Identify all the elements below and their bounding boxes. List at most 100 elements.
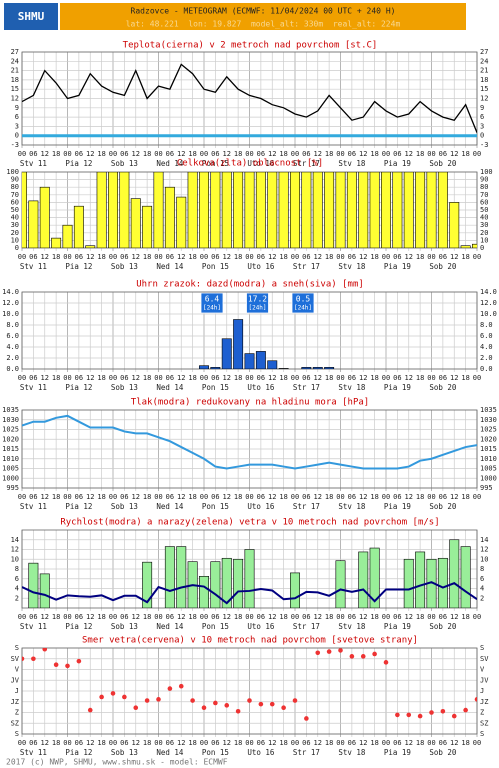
- x-tick-label: 00: [18, 493, 26, 501]
- point: [463, 707, 468, 713]
- x-tick-label: 06: [29, 374, 37, 382]
- x-tick-label: 18: [143, 493, 151, 501]
- x-tick-label: 06: [348, 739, 356, 747]
- x-tick-label: 06: [439, 374, 447, 382]
- x-tick-label: 12: [405, 613, 413, 621]
- y-tick-label-right: JV: [480, 676, 489, 684]
- plot-marks: [22, 414, 477, 470]
- point: [395, 712, 400, 718]
- x-tick-label: 00: [18, 739, 26, 747]
- x-tick-label: 06: [257, 613, 265, 621]
- x-tick-label: 06: [211, 253, 219, 261]
- x-tick-label: 12: [314, 739, 322, 747]
- day-label: Stv 18: [338, 622, 366, 631]
- x-tick-label: 00: [245, 739, 253, 747]
- y-tick-label-right: 50: [480, 206, 488, 214]
- x-tick-label: 00: [63, 150, 71, 158]
- x-tick-label: 12: [405, 374, 413, 382]
- point: [235, 709, 241, 714]
- y-tick-label: 1030: [2, 416, 19, 424]
- y-tick-label-right: 12: [480, 95, 488, 103]
- x-tick-label: 06: [75, 150, 83, 158]
- y-tick-label-right: -3: [480, 141, 488, 149]
- x-tick-label: 00: [18, 150, 26, 158]
- bar: [142, 205, 153, 248]
- y-tick-label-right: 6: [480, 575, 484, 583]
- point: [133, 705, 139, 711]
- day-label: Sob 13: [111, 622, 138, 631]
- x-tick-label: 06: [29, 253, 37, 261]
- day-label: Sob 20: [429, 159, 457, 168]
- point: [167, 686, 173, 691]
- y-tick-label: Z: [15, 709, 19, 717]
- x-tick-label: 06: [29, 613, 37, 621]
- x-tick-label: 18: [416, 150, 424, 158]
- day-label: Sob 13: [111, 748, 138, 757]
- bar: [28, 200, 39, 248]
- x-tick-label: 18: [143, 374, 151, 382]
- y-tick-label: J: [15, 687, 19, 695]
- bar: [210, 367, 221, 369]
- bar: [301, 172, 312, 248]
- y-tick-label-right: 10.0: [480, 310, 497, 318]
- y-tick-label-right: 1030: [480, 416, 497, 424]
- y-tick-label-right: 20: [480, 229, 488, 237]
- point: [326, 649, 332, 654]
- y-tick-label-right: 14.0: [480, 288, 497, 296]
- point: [156, 697, 161, 702]
- y-tick-label: JZ: [11, 698, 19, 706]
- y-tick-label: 10: [11, 236, 19, 244]
- y-tick-label-right: 1010: [480, 455, 497, 463]
- day-label: Stv 11: [20, 748, 47, 757]
- annotation-label: [24h]: [203, 305, 221, 312]
- bar: [437, 172, 448, 248]
- x-tick-label: 12: [268, 739, 276, 747]
- x-tick-label: 06: [348, 374, 356, 382]
- x-tick-label: 06: [348, 253, 356, 261]
- x-tick-label: 18: [461, 374, 469, 382]
- bar: [153, 172, 164, 248]
- bar: [358, 172, 369, 248]
- y-tick-label-right: 1015: [480, 445, 497, 453]
- y-tick-label-right: S: [480, 730, 484, 738]
- x-tick-label: 18: [52, 374, 60, 382]
- y-tick-label-right: 90: [480, 176, 488, 184]
- bar: [403, 172, 414, 248]
- x-tick-label: 00: [109, 374, 117, 382]
- x-tick-label: 12: [223, 253, 231, 261]
- y-tick-label: JV: [11, 676, 20, 684]
- x-tick-label: 00: [427, 739, 435, 747]
- y-tick-label-right: 21: [480, 67, 488, 75]
- x-tick-label: 00: [245, 613, 253, 621]
- x-tick-label: 06: [302, 150, 310, 158]
- y-tick-label: 6.0: [6, 332, 19, 340]
- x-tick-label: 12: [314, 150, 322, 158]
- x-tick-label: 18: [416, 253, 424, 261]
- point: [247, 698, 252, 703]
- x-tick-label: 06: [166, 613, 174, 621]
- day-label: Uto 16: [247, 159, 275, 168]
- y-tick-label-right: 0: [480, 132, 484, 140]
- y-tick-label: S: [15, 730, 19, 738]
- point: [429, 710, 434, 715]
- point: [360, 654, 366, 659]
- x-tick-label: 12: [268, 493, 276, 501]
- y-tick-label: 1005: [2, 465, 19, 473]
- x-tick-label: 12: [223, 150, 231, 158]
- bar: [290, 572, 300, 608]
- x-tick-label: 00: [336, 613, 344, 621]
- y-tick-label-right: SZ: [480, 719, 488, 727]
- x-tick-label: 18: [52, 739, 60, 747]
- bar: [335, 560, 346, 608]
- bar: [210, 561, 221, 608]
- bar: [119, 172, 130, 248]
- y-tick-label: 24: [11, 57, 19, 65]
- x-tick-label: 00: [473, 253, 481, 261]
- bar: [472, 243, 477, 248]
- y-tick-label: 100: [6, 168, 19, 176]
- point: [65, 663, 70, 669]
- day-label: Pon 15: [202, 159, 229, 168]
- x-tick-label: 12: [177, 493, 185, 501]
- x-tick-label: 00: [63, 253, 71, 261]
- day-label: Pia 19: [384, 502, 411, 511]
